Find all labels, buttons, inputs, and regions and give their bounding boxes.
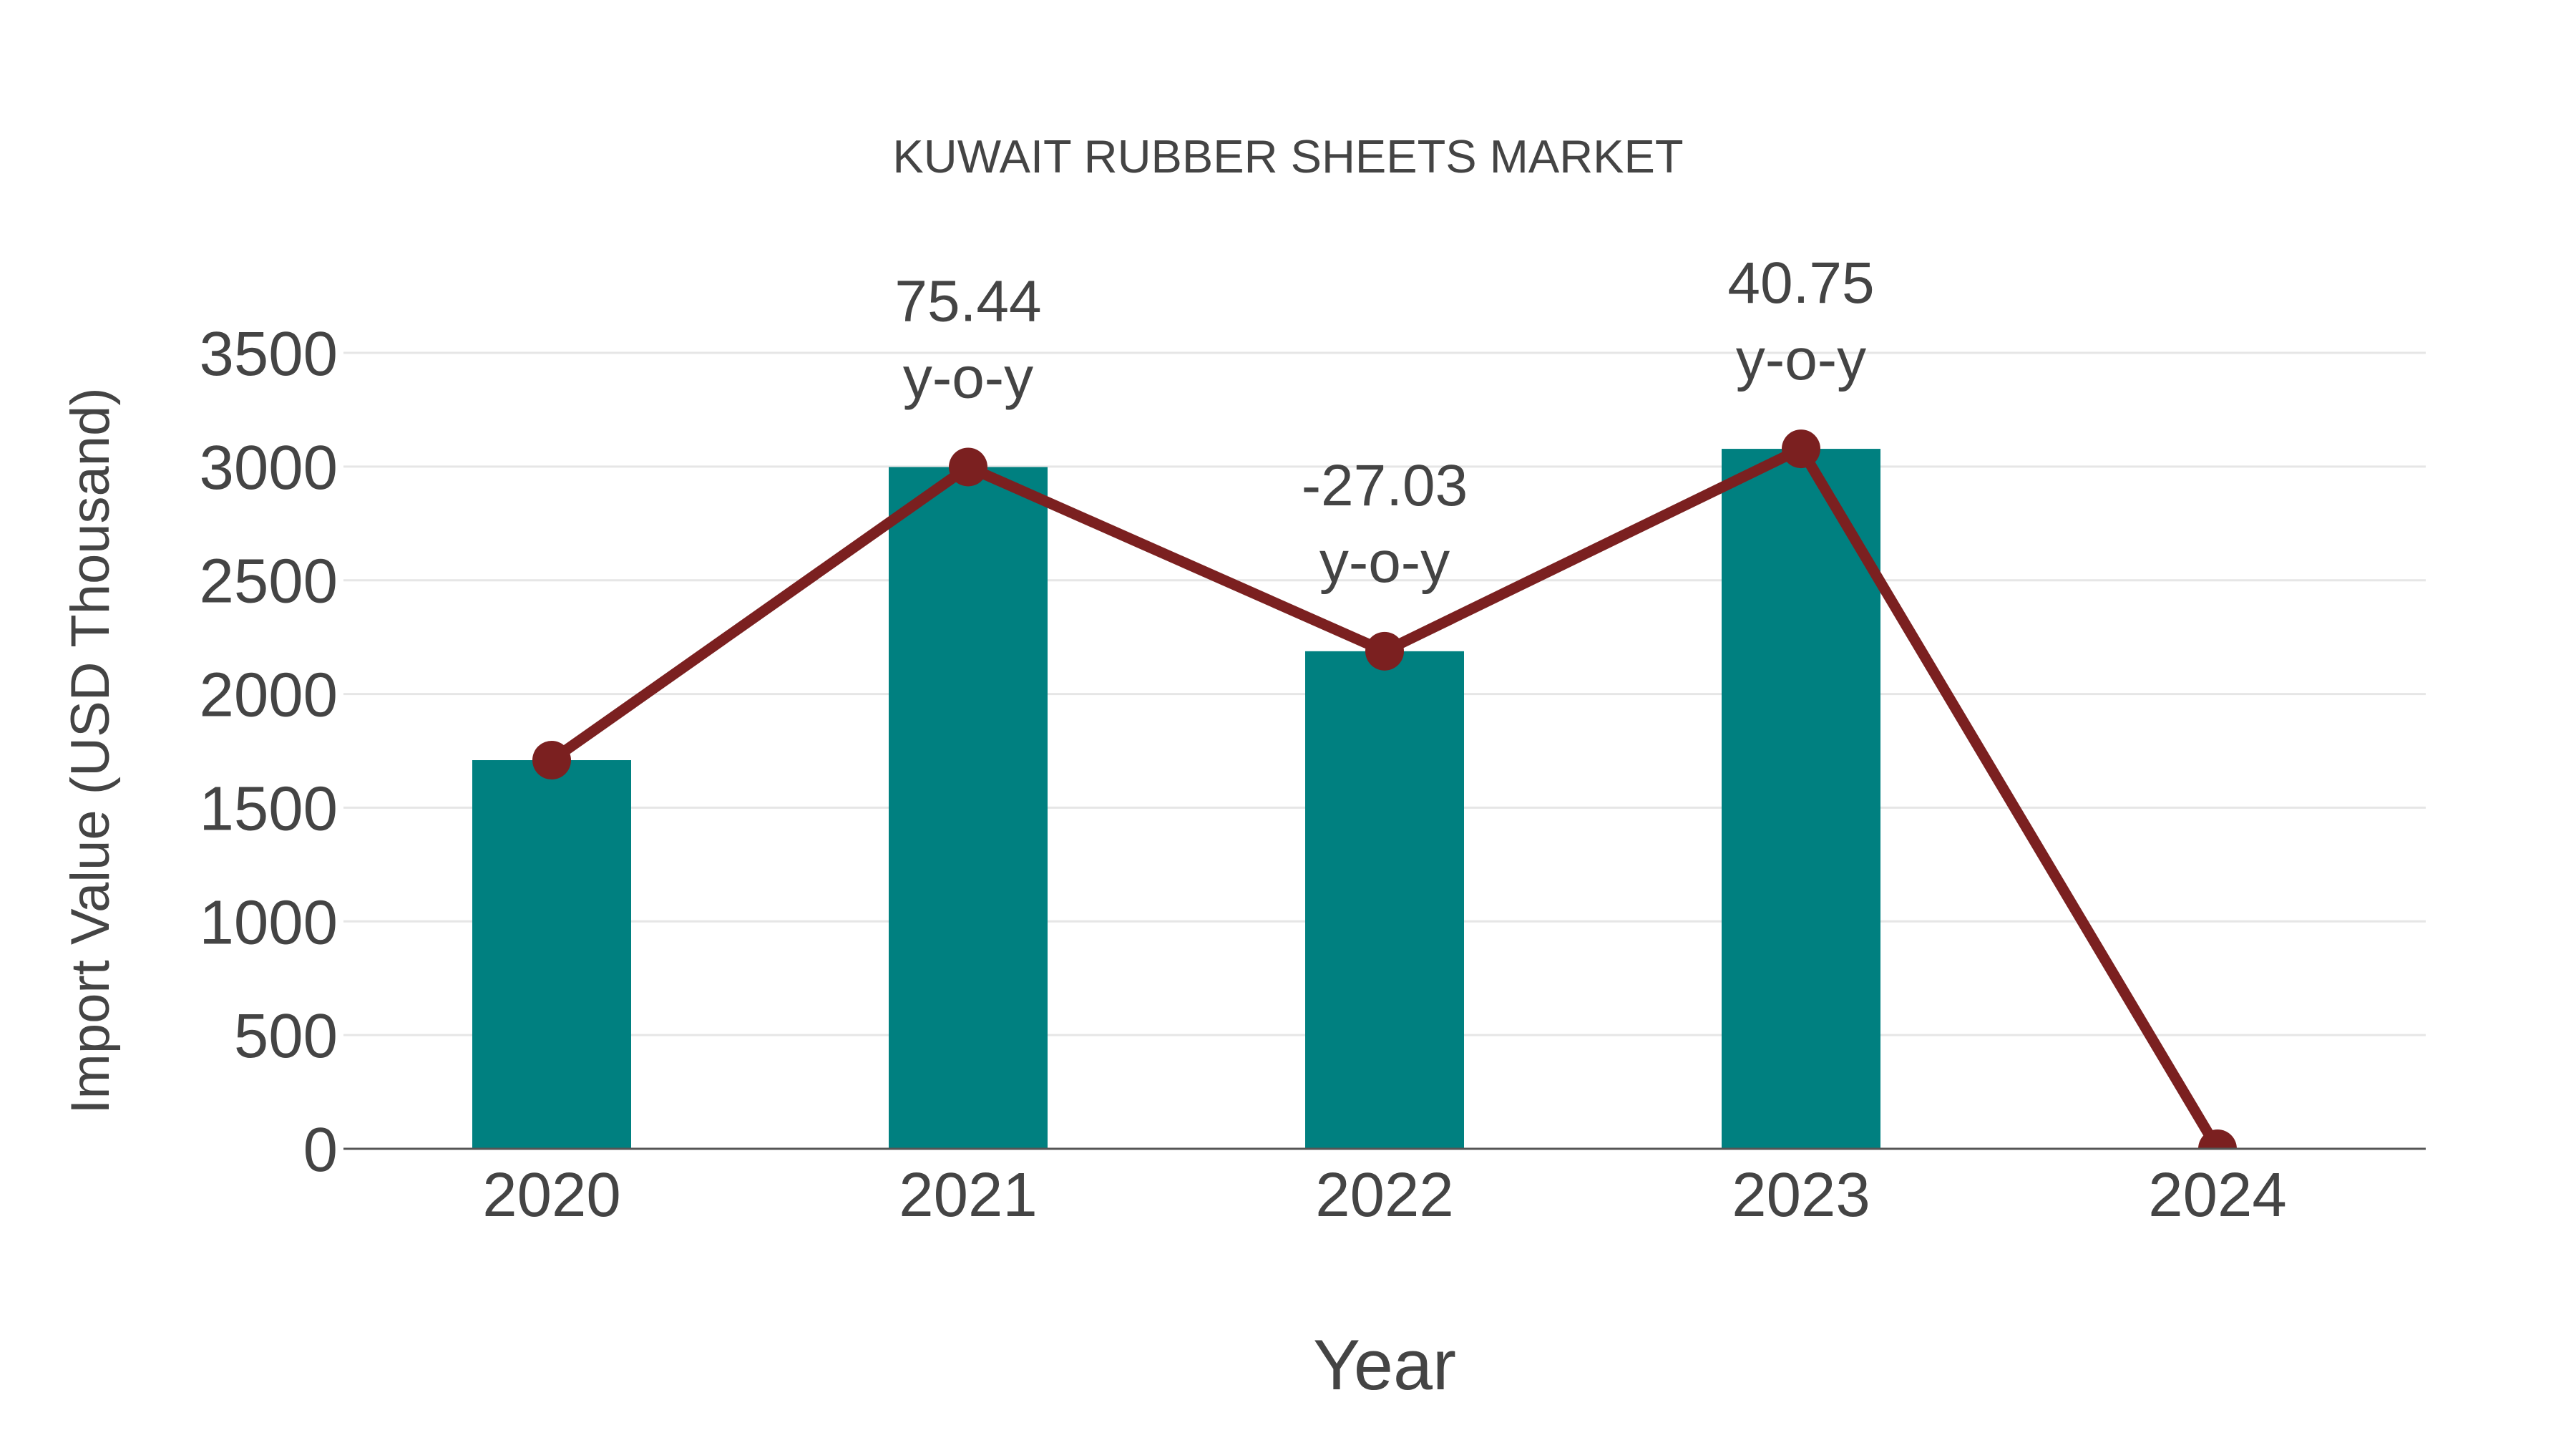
bar-series bbox=[472, 449, 1880, 1149]
y-axis-title: Import Value (USD Thousand) bbox=[60, 387, 121, 1114]
bar-2021[interactable] bbox=[889, 467, 1048, 1149]
annotation-unit: y-o-y bbox=[1736, 327, 1866, 392]
bar-2023[interactable] bbox=[1722, 449, 1880, 1149]
yoy-annotations: 75.44 y-o-y -27.03 y-o-y 40.75 y-o-y bbox=[894, 251, 1874, 595]
x-tick-label: 2023 bbox=[1732, 1160, 1870, 1230]
y-tick-label: 3000 bbox=[199, 433, 338, 502]
y-tick-label: 1500 bbox=[199, 774, 338, 843]
x-tick-label: 2024 bbox=[2148, 1160, 2287, 1230]
y-axis-tick-labels: 0 500 1000 1500 2000 2500 3000 3500 bbox=[199, 319, 338, 1185]
y-tick-label: 500 bbox=[234, 1001, 338, 1071]
annotation-value: 40.75 bbox=[1727, 251, 1874, 316]
line-marker-2024[interactable] bbox=[2198, 1129, 2237, 1168]
line-marker-2021[interactable] bbox=[949, 447, 987, 487]
x-tick-label: 2022 bbox=[1315, 1160, 1454, 1230]
y-tick-label: 1000 bbox=[199, 888, 338, 957]
annotation-unit: y-o-y bbox=[1319, 530, 1450, 595]
annotation-unit: y-o-y bbox=[903, 345, 1033, 410]
annotation-value: 75.44 bbox=[894, 268, 1041, 334]
x-tick-label: 2021 bbox=[899, 1160, 1038, 1230]
line-marker-2020[interactable] bbox=[532, 741, 571, 780]
annotation-value: -27.03 bbox=[1302, 453, 1468, 518]
x-tick-label: 2020 bbox=[482, 1160, 621, 1230]
bar-2022[interactable] bbox=[1305, 651, 1464, 1149]
y-tick-label: 3500 bbox=[199, 319, 338, 389]
y-tick-label: 2000 bbox=[199, 661, 338, 730]
line-marker-2023[interactable] bbox=[1782, 429, 1820, 469]
y-tick-label: 2500 bbox=[199, 547, 338, 616]
bar-2020[interactable] bbox=[472, 760, 631, 1149]
chart-title: KUWAIT RUBBER SHEETS MARKET bbox=[892, 130, 1683, 183]
y-tick-label: 0 bbox=[303, 1115, 338, 1185]
x-axis-tick-labels: 2020 2021 2022 2023 2024 bbox=[482, 1160, 2287, 1230]
line-series bbox=[532, 429, 2237, 1168]
x-axis-title: Year bbox=[1313, 1325, 1456, 1404]
line-marker-2022[interactable] bbox=[1365, 631, 1404, 671]
